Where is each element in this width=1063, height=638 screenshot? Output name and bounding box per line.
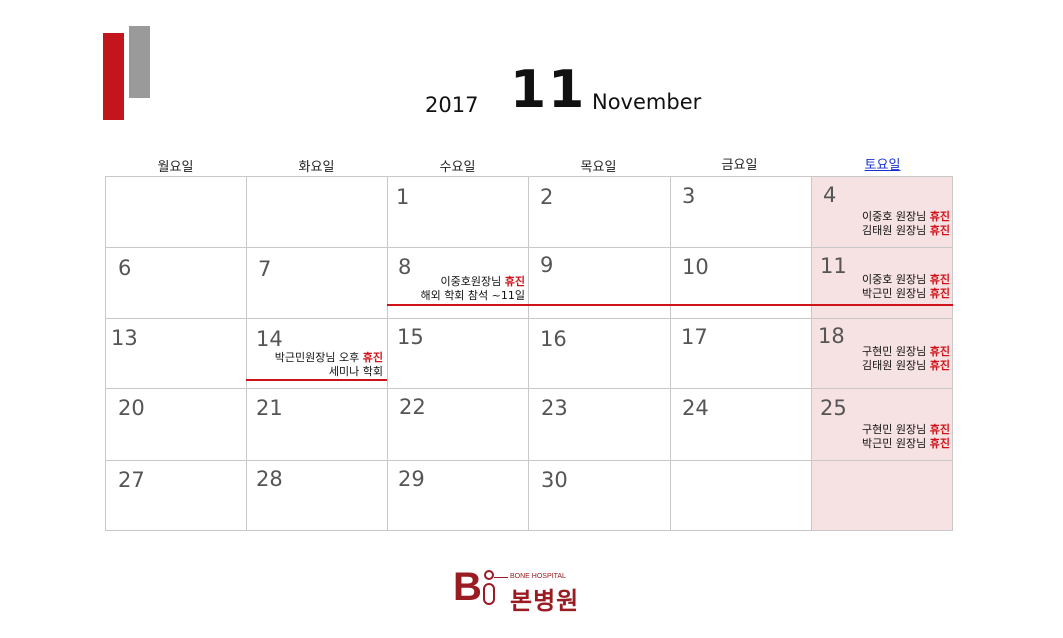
weekday-sat[interactable]: 토요일 <box>864 158 901 173</box>
day-number[interactable]: 1 <box>396 185 410 209</box>
day-number[interactable]: 11 <box>820 254 847 278</box>
day-number[interactable]: 23 <box>541 396 568 420</box>
day-number[interactable]: 6 <box>118 256 132 280</box>
saturday-column-highlight <box>812 177 952 530</box>
grid-divider <box>105 460 953 461</box>
decorative-gray-bar <box>129 26 150 98</box>
decorative-red-bar <box>103 33 124 120</box>
day-number[interactable]: 17 <box>681 325 708 349</box>
calendar-month-number: 11 <box>510 60 587 120</box>
day-number[interactable]: 25 <box>820 396 847 420</box>
grid-divider <box>105 247 953 248</box>
day-number[interactable]: 16 <box>540 327 567 351</box>
day-number[interactable]: 2 <box>540 185 554 209</box>
day-number[interactable]: 27 <box>118 468 145 492</box>
calendar-year: 2017 <box>425 93 479 117</box>
grid-divider <box>387 176 388 531</box>
calendar-month-name: November <box>592 90 702 114</box>
event-note-day11: 이중호 원장님 휴진 박근민 원장님 휴진 <box>862 273 950 300</box>
day-number[interactable]: 21 <box>256 396 283 420</box>
logo-korean-name: 본병원 <box>510 587 580 615</box>
event-underline <box>246 379 387 381</box>
grid-divider <box>105 318 953 319</box>
weekday-fri: 금요일 <box>721 158 758 173</box>
day-number[interactable]: 18 <box>818 324 845 348</box>
event-note-day4: 이중호 원장님 휴진 김태원 원장님 휴진 <box>862 210 950 237</box>
weekday-tue: 화요일 <box>298 160 335 175</box>
logo-english-name: BONE HOSPITAL <box>510 573 566 580</box>
day-number[interactable]: 13 <box>111 326 138 350</box>
day-number[interactable]: 28 <box>256 467 283 491</box>
day-number[interactable]: 24 <box>682 396 709 420</box>
grid-divider <box>246 176 247 531</box>
day-number[interactable]: 20 <box>118 396 145 420</box>
grid-divider <box>670 176 671 531</box>
multi-day-event-line <box>387 304 953 306</box>
grid-divider <box>528 176 529 531</box>
event-note-day25: 구현민 원장님 휴진 박근민 원장님 휴진 <box>862 423 950 450</box>
logo-letter-b: B <box>453 565 482 609</box>
event-note-day18: 구현민 원장님 휴진 김태원 원장님 휴진 <box>862 345 950 372</box>
day-number[interactable]: 4 <box>823 183 837 207</box>
weekday-thu: 목요일 <box>580 160 617 175</box>
day-number[interactable]: 7 <box>258 257 272 281</box>
event-note-day14: 박근민원장님 오후 휴진 세미나 학회 <box>274 351 383 378</box>
day-number[interactable]: 30 <box>541 468 568 492</box>
weekday-wed: 수요일 <box>439 160 476 175</box>
day-number[interactable]: 14 <box>256 327 283 351</box>
day-number[interactable]: 29 <box>398 467 425 491</box>
day-number[interactable]: 3 <box>682 184 696 208</box>
day-number[interactable]: 22 <box>399 395 426 419</box>
day-number[interactable]: 8 <box>398 255 412 279</box>
grid-divider <box>105 388 953 389</box>
logo-mark-icon <box>483 570 495 605</box>
day-number[interactable]: 10 <box>682 255 709 279</box>
weekday-mon: 월요일 <box>157 160 194 175</box>
day-number[interactable]: 9 <box>540 253 554 277</box>
day-number[interactable]: 15 <box>397 325 424 349</box>
logo-divider <box>494 577 508 578</box>
event-note-day8: 이중호원장님 휴진 해외 학회 참석 ~11일 <box>420 275 525 302</box>
calendar-grid <box>105 176 953 531</box>
grid-divider <box>811 176 812 531</box>
